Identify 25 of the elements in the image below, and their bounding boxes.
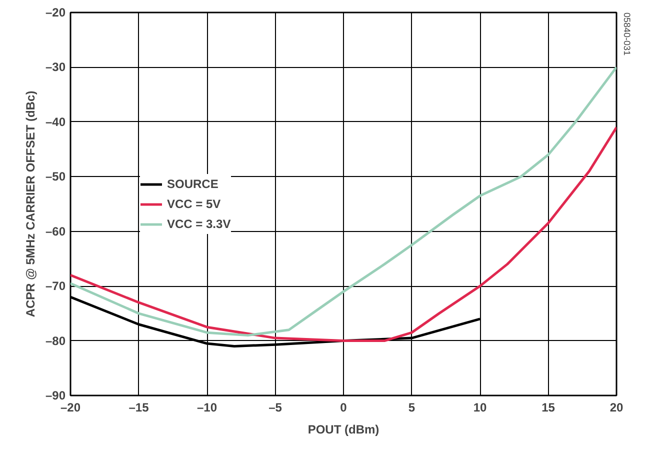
line-series	[70, 126, 616, 342]
y-tick-label: –50	[45, 170, 66, 184]
y-tick-label: –30	[45, 60, 66, 74]
x-tick-label: –10	[196, 400, 218, 414]
x-tick-label: –5	[268, 400, 282, 414]
text: 05840-031	[622, 12, 632, 56]
y-tick-label: –90	[45, 388, 66, 402]
y-tick-label: –40	[45, 114, 66, 129]
y-tick-label: –70	[45, 279, 66, 294]
x-tick-label: 5	[408, 400, 416, 414]
legend-label: VCC = 5V	[167, 196, 221, 210]
x-tick-label: –20	[60, 400, 81, 414]
legend-label: VCC = 3.3V	[167, 216, 231, 230]
legend-label: SOURCE	[167, 176, 218, 190]
y-axis-title: ACPR @ 5MHz CARRIER OFFSET (dBc)	[23, 90, 38, 318]
y-tick-label: –60	[45, 224, 66, 238]
y-tick-label: –80	[45, 334, 66, 348]
x-tick-label: 20	[610, 400, 624, 414]
x-tick-label: –15	[128, 400, 150, 414]
y-tick-label: –20	[45, 6, 66, 20]
x-axis-title: POUT (dBm)	[308, 422, 380, 436]
x-tick-label: 0	[340, 400, 348, 414]
x-tick-label: 15	[542, 400, 556, 414]
line-series	[70, 66, 616, 337]
x-tick-label: 10	[473, 400, 487, 414]
